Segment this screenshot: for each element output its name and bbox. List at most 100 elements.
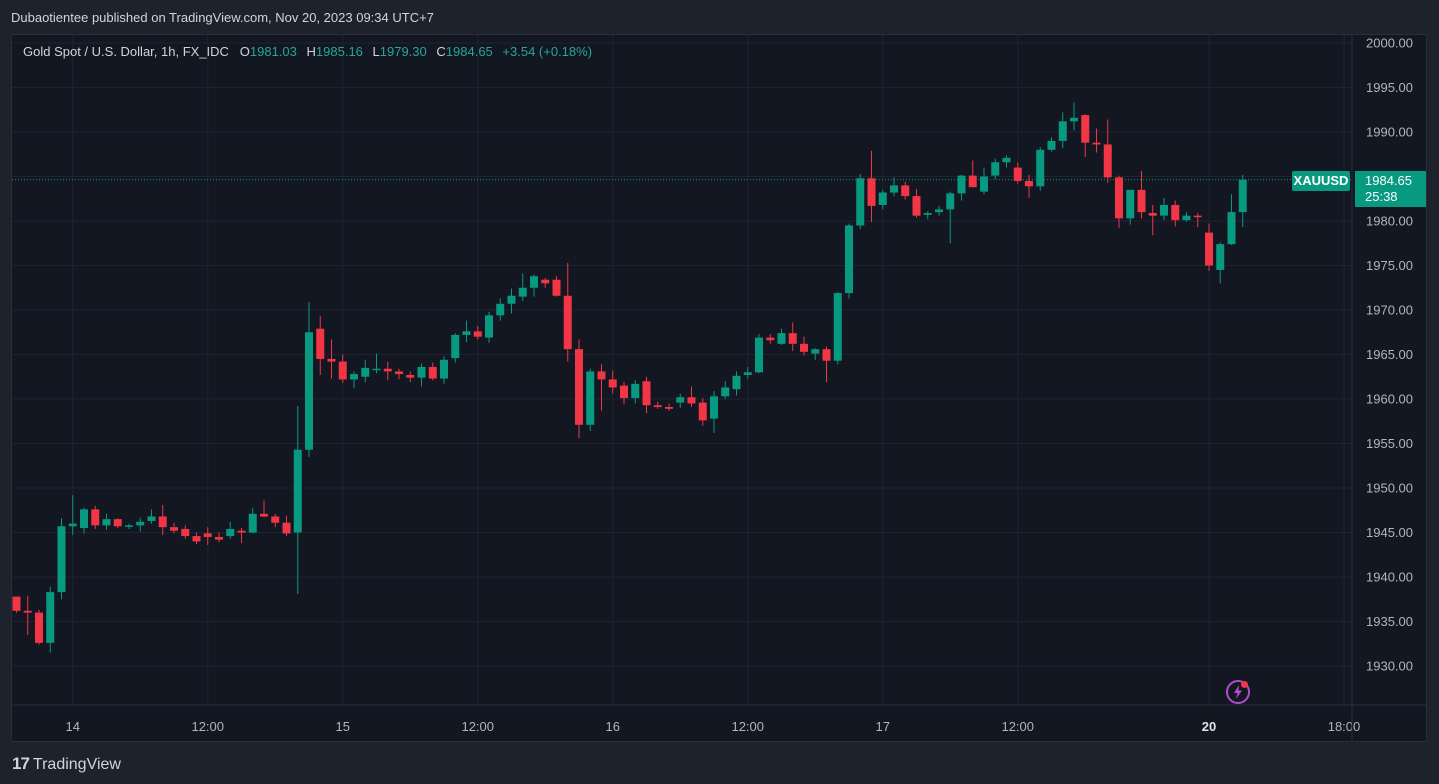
candle-body: [226, 528, 235, 537]
candle-body: [856, 178, 865, 226]
candle-body: [1171, 204, 1180, 221]
candle-body: [1205, 232, 1213, 266]
candle-body: [721, 387, 730, 397]
candle-body: [1013, 167, 1022, 181]
candle-body: [361, 367, 370, 377]
candle-body: [788, 333, 797, 344]
x-tick-label: 12:00: [1001, 719, 1034, 734]
candle-body: [552, 279, 561, 296]
candle-body: [1002, 157, 1011, 163]
candle-body: [192, 536, 201, 542]
candle-body: [755, 337, 763, 373]
x-tick-label: 12:00: [461, 719, 494, 734]
candlestick-chart[interactable]: 2000.001995.001990.001985.001980.001975.…: [12, 35, 1426, 741]
candle-body: [271, 516, 280, 523]
candle-body: [203, 533, 212, 537]
candle-body: [1182, 215, 1191, 221]
candle-body: [158, 516, 167, 528]
candle-body: [608, 379, 617, 388]
footer-bar: 17 TradingView: [0, 742, 1439, 784]
candle-body: [642, 381, 651, 406]
candle-body: [57, 526, 66, 593]
candle-body: [1227, 212, 1236, 245]
x-tick-label: 20: [1202, 719, 1216, 734]
lightning-icon[interactable]: [1226, 680, 1250, 704]
candle-body: [125, 525, 133, 527]
candle-body: [395, 371, 403, 375]
brand-logo-mark: 17: [12, 754, 30, 773]
candle-body: [890, 185, 898, 193]
candle-body: [147, 516, 156, 521]
close-key: C: [436, 44, 446, 59]
candle-body: [957, 175, 966, 194]
candle-body: [912, 196, 921, 216]
candle-body: [316, 328, 325, 359]
candle-body: [462, 331, 471, 335]
y-tick-label: 1980.00: [1366, 214, 1413, 229]
candle-body: [1148, 212, 1157, 216]
candle-body: [991, 162, 1000, 176]
candle-body: [968, 175, 977, 188]
candle-body: [518, 287, 527, 297]
y-tick-label: 1935.00: [1366, 614, 1413, 629]
candle-body: [485, 315, 493, 338]
candle-body: [282, 522, 291, 534]
candle-body: [530, 276, 538, 288]
candle-body: [1092, 142, 1101, 145]
candle-body: [867, 178, 876, 206]
high-value: 1985.16: [315, 44, 363, 59]
candle-body: [833, 293, 842, 361]
candle-body: [676, 397, 685, 403]
y-tick-label: 1970.00: [1366, 303, 1413, 318]
candle-body: [766, 337, 775, 341]
symbol-legend: Gold Spot / U.S. Dollar, 1h, FX_IDC O198…: [23, 44, 598, 59]
candle-body: [901, 185, 910, 197]
open-value: 1981.03: [249, 44, 297, 59]
candle-body: [113, 519, 122, 527]
last-price-badge: 1984.65 25:38: [1355, 171, 1426, 207]
candle-body: [1137, 189, 1146, 213]
y-tick-label: 1965.00: [1366, 347, 1413, 362]
candle-body: [687, 397, 696, 404]
candle-body: [1036, 149, 1045, 187]
candle-body: [473, 331, 482, 337]
candle-body: [923, 212, 932, 215]
candle-body: [946, 193, 955, 210]
candle-body: [1058, 121, 1067, 141]
candle-body: [248, 513, 257, 533]
tradingview-logo-icon[interactable]: 17 TradingView: [12, 754, 121, 774]
y-tick-label: 1930.00: [1366, 659, 1413, 674]
low-key: L: [372, 44, 380, 59]
candle-body: [777, 333, 786, 344]
symbol-badge: XAUUSD: [1292, 171, 1350, 191]
candle-body: [743, 372, 752, 375]
y-tick-label: 1945.00: [1366, 525, 1413, 540]
candle-body: [406, 374, 415, 378]
candle-body: [451, 334, 460, 359]
candle-body: [91, 509, 100, 526]
candle-body: [417, 366, 426, 378]
x-tick-label: 12:00: [731, 719, 764, 734]
candle-body: [350, 374, 358, 380]
x-tick-label: 14: [66, 719, 80, 734]
candle-body: [1103, 144, 1112, 178]
candle-body: [541, 279, 550, 284]
candle-body: [181, 528, 190, 537]
candle-body: [293, 449, 302, 533]
candle-body: [878, 192, 887, 205]
candle-body: [215, 536, 223, 540]
high-key: H: [306, 44, 316, 59]
header-bar: Dubaotientee published on TradingView.co…: [0, 0, 1439, 34]
candle-body: [12, 596, 21, 611]
candle-body: [575, 349, 583, 425]
published-info: Dubaotientee published on TradingView.co…: [11, 10, 434, 25]
candle-body: [260, 513, 268, 517]
y-tick-label: 1940.00: [1366, 570, 1413, 585]
candle-body: [80, 509, 88, 529]
candle-body: [1160, 204, 1168, 216]
chart-panel[interactable]: Gold Spot / U.S. Dollar, 1h, FX_IDC O198…: [11, 34, 1427, 742]
candle-body: [1081, 115, 1090, 143]
candle-body: [631, 383, 640, 399]
candle-body: [811, 349, 820, 354]
candle-body: [1115, 177, 1123, 219]
